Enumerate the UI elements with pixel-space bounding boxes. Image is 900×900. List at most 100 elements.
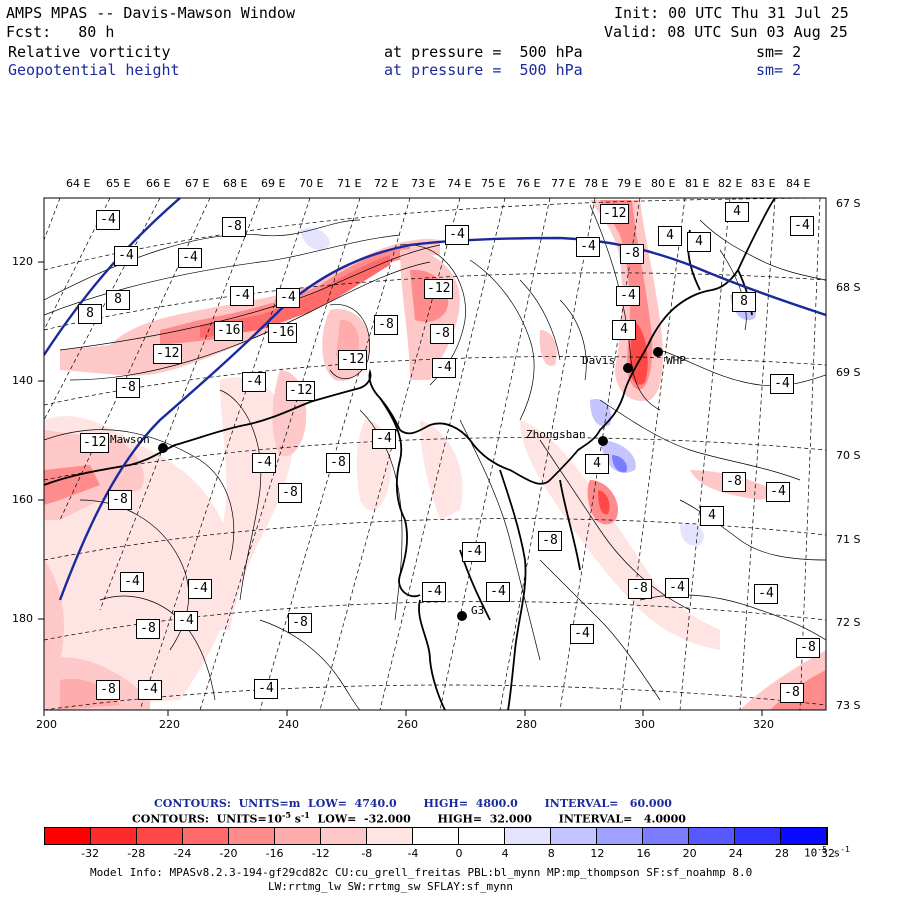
colorbar-tick-label: -20 — [219, 847, 238, 860]
contour-label-box: -8 — [620, 244, 644, 264]
mawson-station-marker — [158, 443, 168, 453]
colorbar-swatch — [275, 828, 321, 844]
contour-label-box: -8 — [136, 619, 160, 639]
colorbar-tick-label: 12 — [590, 847, 605, 860]
contour-label-box: -4 — [422, 582, 446, 602]
contour-label-box: -4 — [665, 578, 689, 598]
lon-label: 68 E — [223, 177, 248, 190]
contour-label-box: -12 — [338, 350, 368, 370]
contour-label-box: -16 — [214, 321, 244, 341]
x-label: 320 — [753, 718, 774, 731]
contour-label-box: -4 — [486, 582, 510, 602]
colorbar-tick-label: -24 — [173, 847, 192, 860]
lon-label: 67 E — [185, 177, 210, 190]
field-2-pressure: at pressure = 500 hPa — [384, 61, 583, 79]
contour-label-box: -8 — [374, 315, 398, 335]
vort-units: UNITS=10 — [216, 812, 283, 826]
height-contours-prefix: CONTOURS: — [154, 797, 231, 810]
colorbar-swatch — [321, 828, 367, 844]
colorbar-tick-label: -8 — [361, 847, 373, 860]
field-1-name: Relative vorticity — [8, 43, 171, 61]
contour-label-box: -8 — [222, 217, 246, 237]
colorbar-tick-label: -32 — [81, 847, 100, 860]
vort-high: HIGH= 32.000 — [437, 812, 532, 826]
geopotential-height-contours — [44, 198, 826, 601]
lat-label: 68 S — [836, 281, 861, 294]
colorbar-unit-suffix: s — [826, 846, 841, 860]
lat-label: 67 S — [836, 197, 861, 210]
lon-label: 73 E — [411, 177, 436, 190]
colorbar-swatch — [183, 828, 229, 844]
lon-label: 69 E — [261, 177, 286, 190]
vort-contours-prefix: CONTOURS: — [132, 812, 209, 826]
field-1-pressure: at pressure = 500 hPa — [384, 43, 583, 61]
contour-label-box: 4 — [700, 506, 724, 526]
contour-label-box: -12 — [80, 433, 110, 453]
x-label: 220 — [159, 718, 180, 731]
lon-label: 72 E — [374, 177, 399, 190]
x-label: 300 — [634, 718, 655, 731]
init-time: Init: 00 UTC Thu 31 Jul 25 — [614, 4, 849, 22]
contour-label-box: 8 — [732, 292, 756, 312]
x-axis-ticks — [38, 261, 763, 716]
lon-label: 77 E — [551, 177, 576, 190]
x-label: 260 — [397, 718, 418, 731]
station-label-mawson: Mawson — [110, 433, 150, 446]
colorbar-tick-label: 16 — [636, 847, 651, 860]
contour-label-box: -4 — [276, 288, 300, 308]
model-info-line-2: LW:rrtmg_lw SW:rrtmg_sw SFLAY:sf_mynn — [268, 880, 514, 893]
colorbar-labels: -32 -28 -24 -20 -16 -12 -8 -4 0 4 8 12 16 20 24 28 32 — [0, 847, 900, 861]
contour-label-box: -4 — [188, 579, 212, 599]
station-label-whp: WHP — [666, 354, 686, 367]
contour-label-box: -4 — [254, 679, 278, 699]
contour-label-box: -4 — [445, 225, 469, 245]
colorbar-swatch — [413, 828, 459, 844]
contour-label-box: 4 — [612, 320, 636, 340]
contour-label-box: -4 — [252, 453, 276, 473]
colorbar — [44, 827, 828, 845]
contour-label-box: -4 — [576, 237, 600, 257]
lon-label: 71 E — [337, 177, 362, 190]
field-1-smoothing: sm= 2 — [756, 43, 802, 61]
contour-label-box: -4 — [766, 482, 790, 502]
contour-label-box: -4 — [120, 572, 144, 592]
contour-label-box: -8 — [326, 453, 350, 473]
model-info-line-1: Model Info: MPASv8.2.3-194-gf29cd82c CU:… — [90, 866, 753, 879]
contour-label-box: -12 — [286, 381, 316, 401]
height-units: UNITS=m — [238, 797, 301, 810]
contour-label-box: -4 — [242, 372, 266, 392]
x-label: 240 — [278, 718, 299, 731]
colorbar-swatch — [551, 828, 597, 844]
contour-label-box: -4 — [372, 429, 396, 449]
lat-label: 69 S — [836, 366, 861, 379]
contour-label-box: -12 — [424, 279, 454, 299]
vort-units-exp: -5 — [282, 810, 291, 820]
colorbar-tick-label: 28 — [774, 847, 789, 860]
lon-label: 65 E — [106, 177, 131, 190]
station-markers — [158, 347, 663, 621]
station-label-davis: Davis — [582, 354, 616, 367]
lon-label: 66 E — [146, 177, 171, 190]
contour-label-box: -4 — [174, 611, 198, 631]
colorbar-tick-label: 20 — [682, 847, 697, 860]
colorbar-swatch — [643, 828, 689, 844]
contour-label-box: -4 — [432, 358, 456, 378]
y-label: 120 — [12, 255, 33, 268]
height-low: LOW= 4740.0 — [308, 797, 397, 810]
contour-label-box: -8 — [430, 324, 454, 344]
vort-interval: INTERVAL= 4.0000 — [558, 812, 686, 826]
height-contour-info: CONTOURS: UNITS=m LOW= 4740.0 HIGH= 4800… — [154, 797, 672, 810]
lat-label: 72 S — [836, 616, 861, 629]
x-label: 200 — [36, 718, 57, 731]
forecast-hour: Fcst: 80 h — [6, 23, 115, 41]
contour-label-box: -4 — [96, 210, 120, 230]
contour-label-box: -8 — [538, 531, 562, 551]
colorbar-unit: 10-5 s-1 — [804, 845, 850, 860]
lon-label: 84 E — [786, 177, 811, 190]
contour-label-box: 4 — [658, 226, 682, 246]
contour-label-box: -8 — [116, 378, 140, 398]
contour-label-box: -8 — [628, 579, 652, 599]
vort-low: LOW= -32.000 — [317, 812, 411, 826]
map-title: AMPS MPAS -- Davis-Mawson Window — [6, 4, 295, 22]
